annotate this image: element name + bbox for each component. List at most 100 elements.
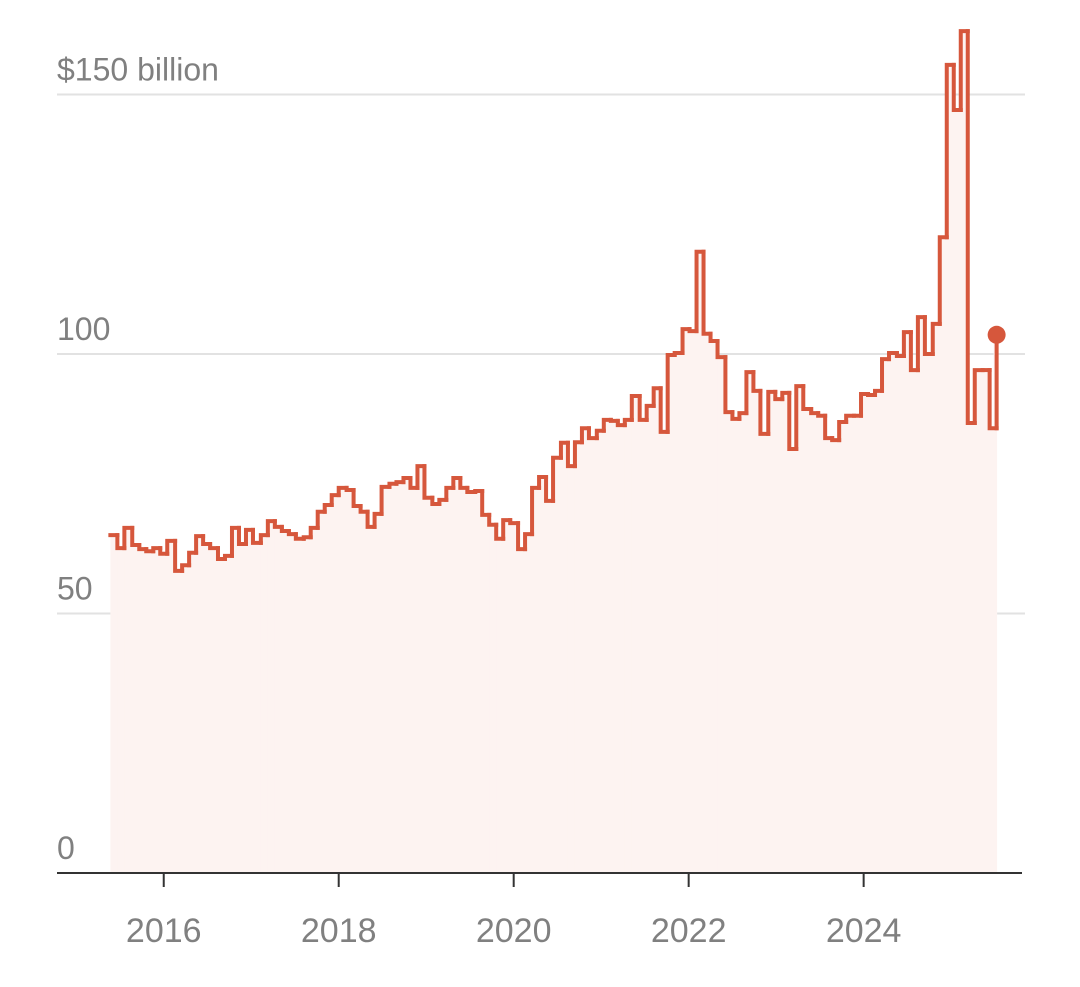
line-step [351, 487, 363, 509]
line-step [422, 464, 435, 500]
area-step [189, 552, 197, 873]
area-step [875, 390, 883, 873]
area-step [631, 396, 641, 873]
line-step [937, 235, 949, 326]
line-step [315, 509, 327, 530]
area-step [839, 421, 847, 873]
area-step [288, 534, 297, 873]
line-step [586, 426, 599, 441]
line-step [480, 489, 492, 517]
line-step [922, 315, 935, 356]
line-step [758, 388, 771, 436]
line-step [358, 504, 370, 514]
area-step [324, 505, 333, 873]
area-step [603, 419, 612, 873]
line-step [301, 535, 313, 541]
line-step [437, 497, 449, 506]
line-step [972, 368, 985, 426]
x-tick-label: 2020 [476, 912, 552, 950]
line-step [809, 406, 821, 416]
line-step [780, 390, 792, 402]
y-tick-label: 100 [57, 311, 110, 347]
line-step [844, 413, 857, 424]
area-step [346, 489, 355, 873]
line-step [651, 386, 663, 408]
line-step [487, 512, 499, 527]
line-step [537, 474, 549, 490]
area-step [910, 370, 919, 873]
line-step [894, 350, 906, 359]
line-step [859, 391, 871, 418]
area-step [617, 425, 626, 873]
line-step [365, 509, 377, 529]
line-step [544, 474, 556, 503]
area-step [696, 251, 705, 873]
line-step [194, 534, 206, 555]
area-step [989, 428, 998, 873]
area-step [196, 536, 204, 873]
area-step [903, 332, 912, 873]
area-step [303, 537, 312, 873]
line-step [965, 29, 977, 426]
area-step [310, 527, 319, 873]
line-step [930, 321, 942, 356]
area-step [203, 543, 211, 873]
area-step [546, 500, 554, 873]
line-step [372, 511, 384, 529]
area-step [210, 548, 219, 873]
area-step [139, 549, 147, 873]
line-step [187, 550, 199, 568]
line-step [565, 440, 577, 469]
line-step [293, 532, 306, 541]
line-step [158, 546, 170, 556]
line-step [701, 249, 713, 336]
area-step [453, 478, 461, 873]
area-step [953, 110, 962, 873]
line-step [144, 547, 156, 554]
area-step [811, 413, 819, 873]
line-step [744, 370, 756, 416]
line-step [329, 493, 341, 508]
area-step [396, 482, 404, 873]
area-step [417, 466, 425, 873]
line-step [272, 519, 284, 529]
line-step [787, 390, 799, 451]
area-step [832, 440, 840, 873]
line-step [215, 546, 227, 561]
area-step [146, 551, 154, 873]
line-step [873, 388, 885, 397]
area-step [432, 503, 440, 873]
area-step [532, 487, 540, 873]
x-tick-label: 2022 [651, 912, 727, 950]
line-step [901, 330, 913, 359]
line-step [801, 384, 814, 411]
line-step [908, 330, 920, 373]
line-step [608, 417, 620, 423]
area-step [446, 487, 454, 873]
area-step [588, 438, 598, 873]
area-step [482, 514, 490, 873]
area-step [503, 520, 511, 873]
line-step [394, 480, 406, 486]
line-step [236, 525, 248, 546]
line-step [415, 464, 427, 490]
line-step [458, 476, 470, 490]
line-step [122, 525, 135, 551]
area-step [245, 529, 254, 873]
area-step [560, 442, 569, 873]
area-step [374, 513, 383, 873]
area-step [553, 457, 562, 873]
area-step [674, 352, 684, 873]
area-step [710, 341, 719, 874]
area-step [238, 543, 247, 873]
area-step [624, 419, 633, 873]
line-step [308, 525, 320, 540]
area-step [846, 415, 855, 873]
line-step [322, 503, 334, 514]
line-step [551, 455, 563, 503]
line-step [637, 394, 649, 422]
line-step [151, 546, 163, 554]
area-step [381, 486, 390, 873]
area-step [331, 495, 340, 873]
area-step [932, 323, 941, 873]
